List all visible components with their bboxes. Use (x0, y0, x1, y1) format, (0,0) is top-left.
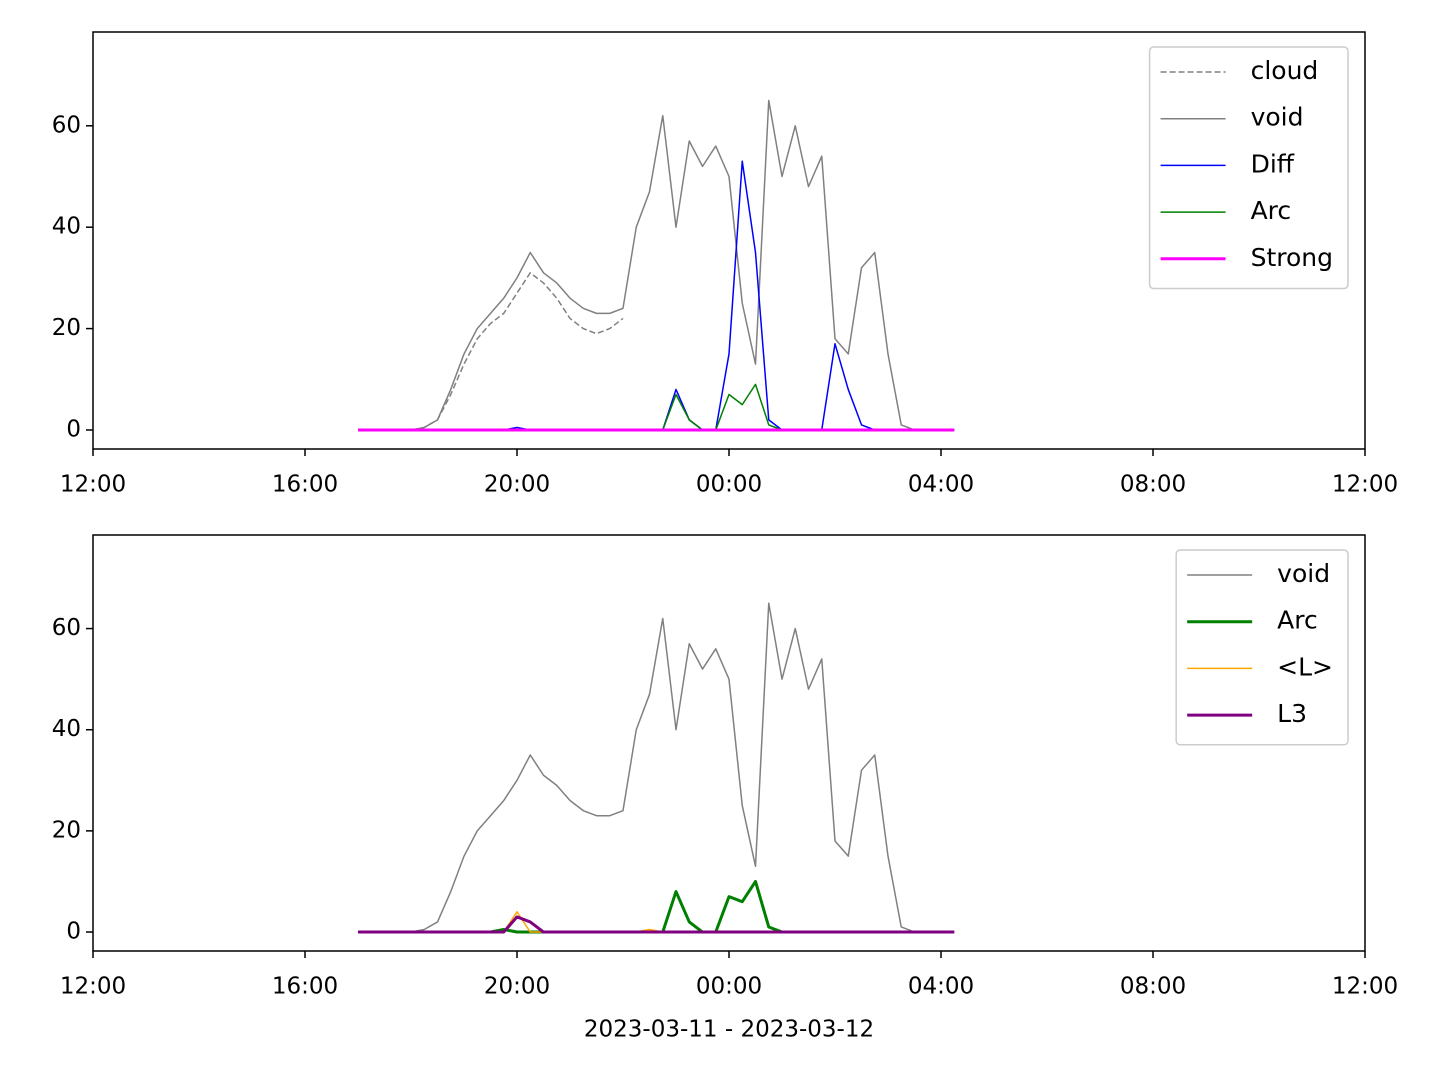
series-line (358, 915, 955, 934)
legend-label: Arc (1251, 196, 1292, 225)
x-tick-label: 08:00 (1120, 472, 1186, 498)
series-line (358, 160, 955, 431)
series-line (358, 911, 955, 933)
legend-label: cloud (1251, 56, 1319, 85)
x-tick-label: 04:00 (908, 472, 974, 498)
series-line (358, 272, 624, 431)
y-tick-label: 0 (66, 919, 81, 945)
legend: void Arc <L> L3 (1175, 549, 1349, 746)
y-tick-label: 40 (52, 716, 81, 742)
legend-box (1148, 46, 1349, 290)
x-tick-label: 04:00 (908, 974, 974, 1000)
subplot: 0 20 40 60 12:00 16:00 20:00 00:00 04:00 08:00 12:… (52, 534, 1398, 1043)
legend-box (1175, 549, 1349, 746)
y-tick-label: 60 (52, 615, 81, 641)
y-tick-label: 20 (52, 315, 81, 341)
x-tick-label: 12:00 (60, 472, 126, 498)
legend-label: void (1277, 559, 1330, 588)
x-axis-label: 2023-03-11 - 2023-03-12 (584, 1017, 874, 1043)
x-tick-label: 16:00 (272, 472, 338, 498)
series-line (358, 602, 955, 933)
x-tick-label: 00:00 (696, 472, 762, 498)
x-tick-label: 20:00 (484, 472, 550, 498)
x-tick-label: 00:00 (696, 974, 762, 1000)
y-tick-label: 20 (52, 817, 81, 843)
legend-label: L3 (1277, 699, 1307, 728)
legend-label: Arc (1277, 606, 1318, 635)
x-tick-label: 08:00 (1120, 974, 1186, 1000)
legend: cloud void Diff Arc Strong (1148, 46, 1349, 290)
series-line (358, 99, 955, 431)
axes-frame (92, 534, 1366, 952)
y-tick-label: 0 (66, 416, 81, 442)
y-tick-label: 40 (52, 214, 81, 240)
series-line (358, 383, 955, 431)
subplot: 0 20 40 60 12:00 16:00 20:00 00:00 04:00 08:00 12:… (52, 31, 1398, 498)
x-tick-label: 20:00 (484, 974, 550, 1000)
series-line (358, 879, 955, 934)
legend-label: Strong (1251, 243, 1333, 272)
y-tick-label: 60 (52, 112, 81, 138)
x-tick-label: 12:00 (1332, 472, 1398, 498)
legend-label: Diff (1251, 149, 1295, 178)
x-tick-label: 12:00 (60, 974, 126, 1000)
x-tick-label: 16:00 (272, 974, 338, 1000)
x-tick-label: 12:00 (1332, 974, 1398, 1000)
legend-label: void (1251, 103, 1304, 132)
legend-label: <L> (1277, 652, 1333, 681)
